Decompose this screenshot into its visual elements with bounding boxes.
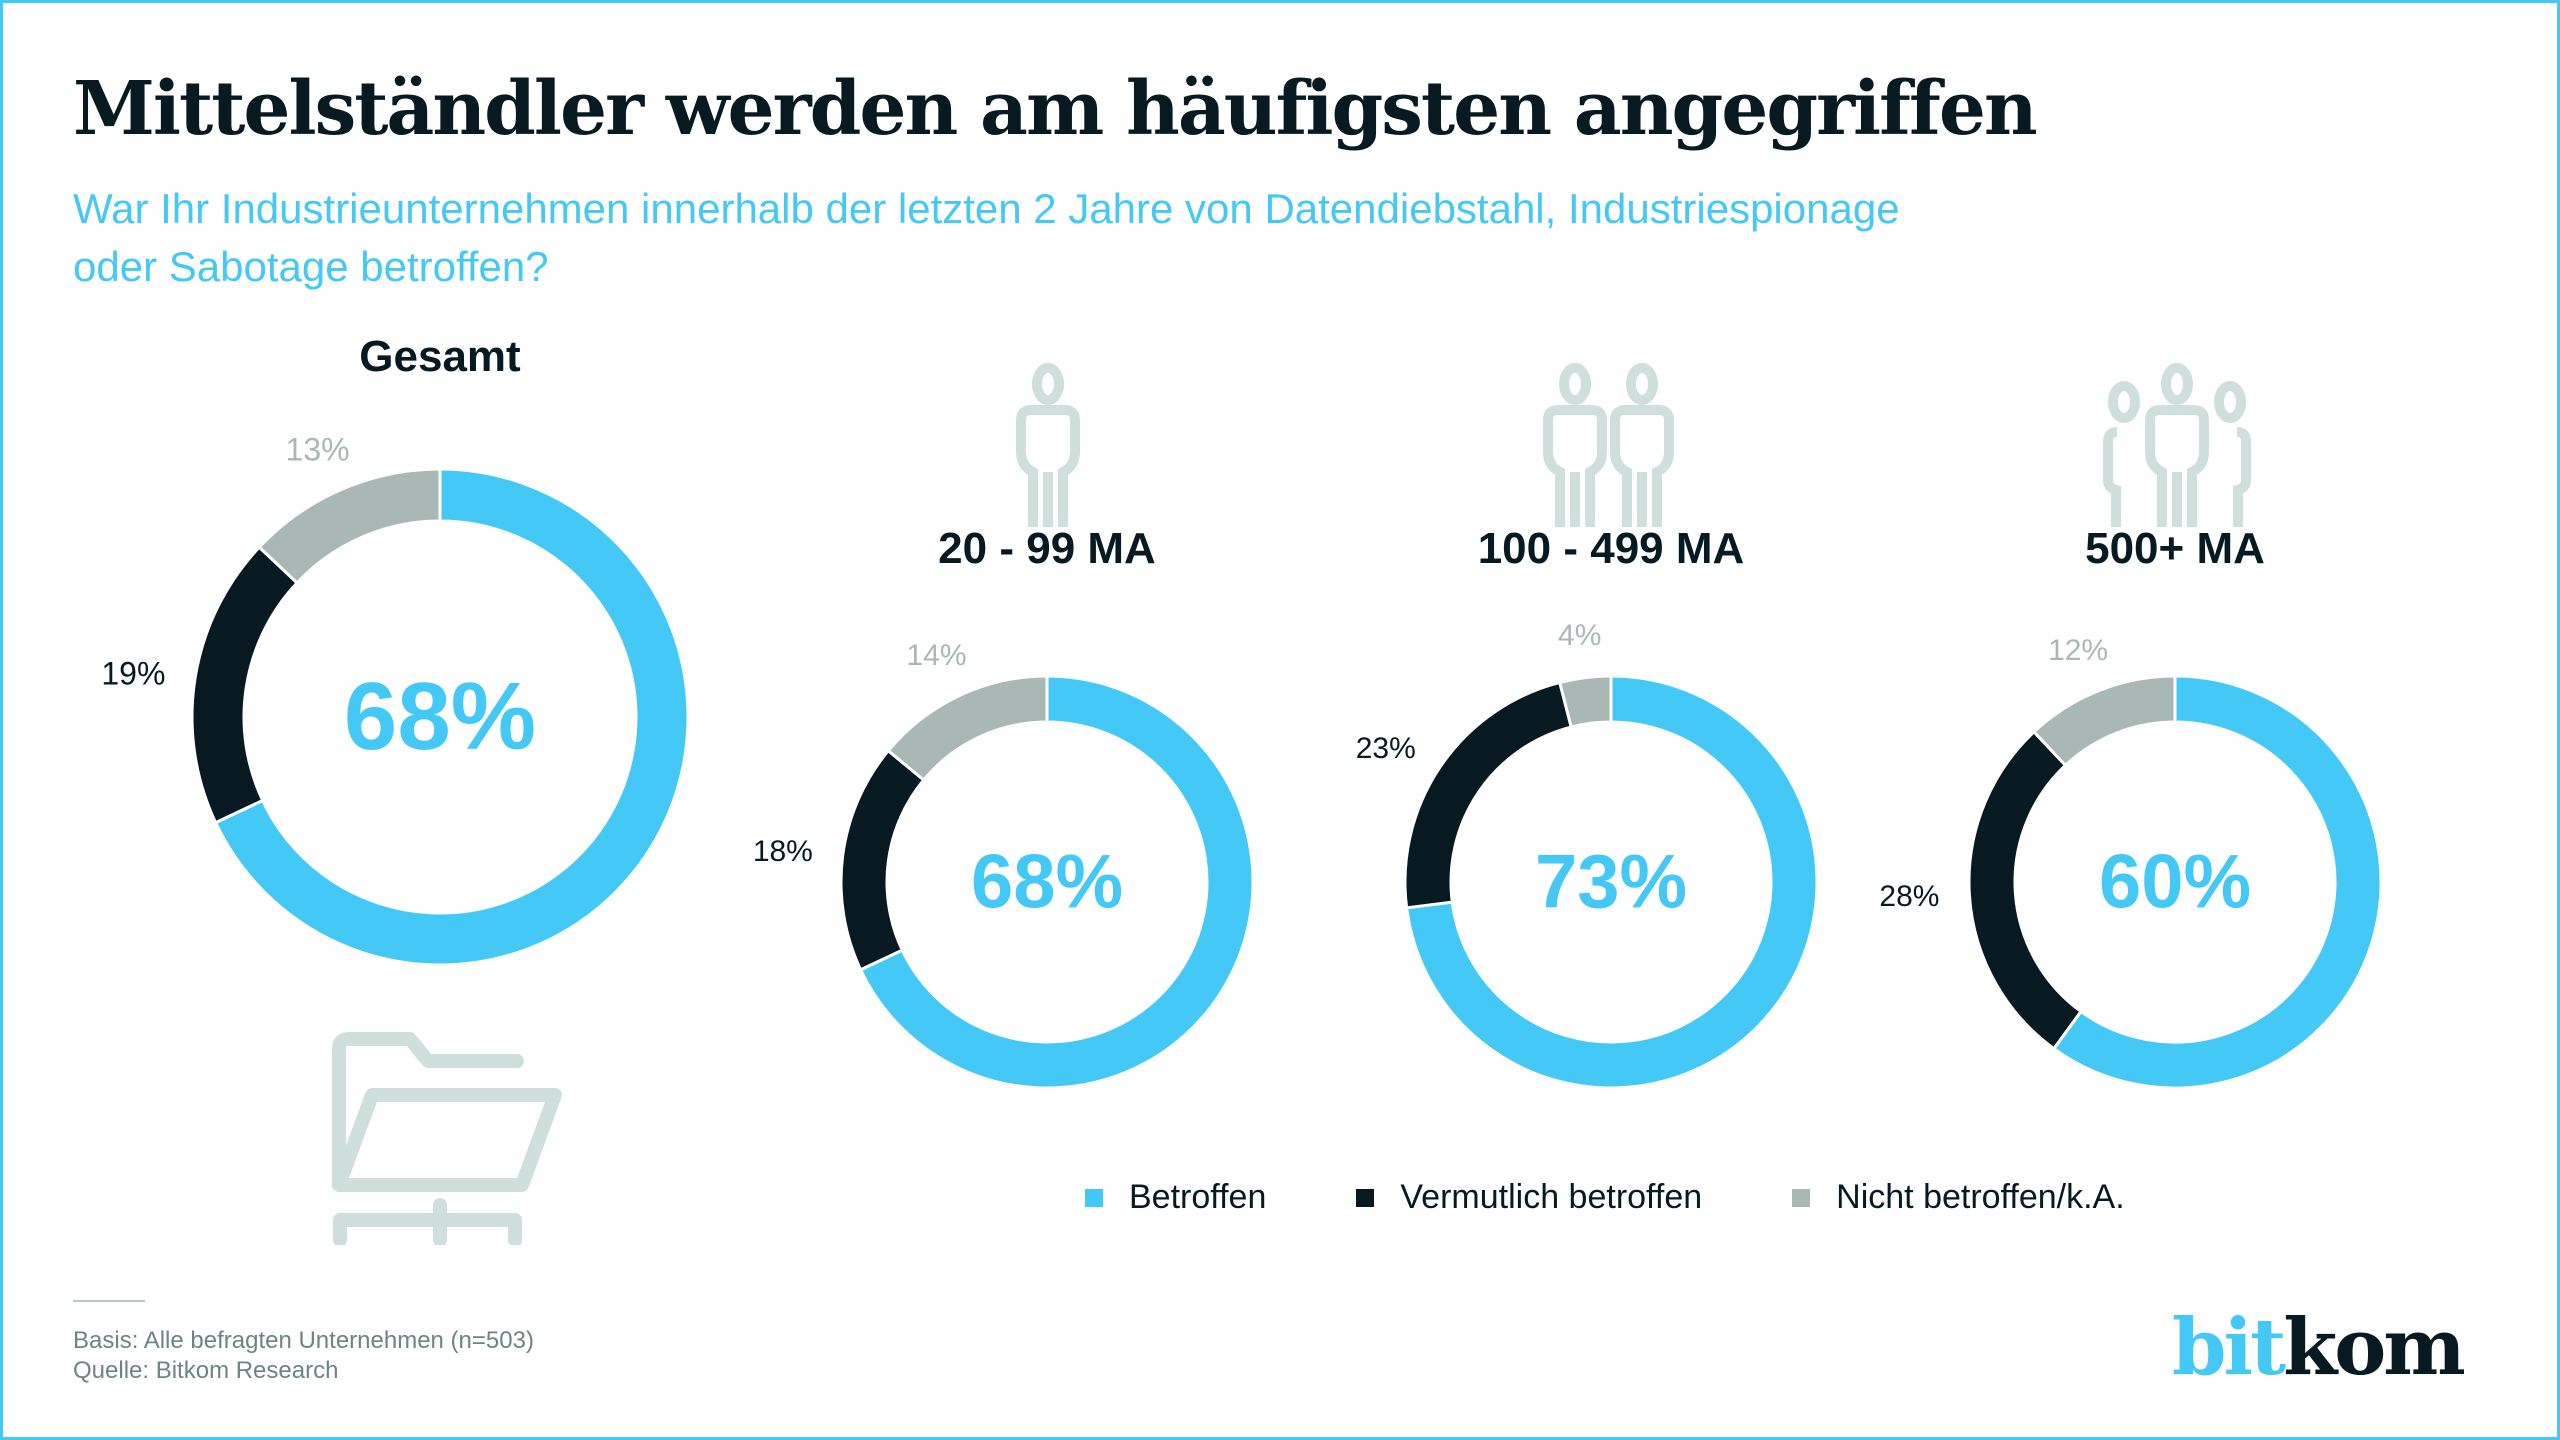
person-icon bbox=[1016, 363, 1080, 527]
two-persons-icon bbox=[1543, 363, 1674, 527]
subtitle-line-1: War Ihr Industrieunternehmen innerhalb d… bbox=[73, 185, 1900, 232]
donut-2-slice-betroffen bbox=[1404, 674, 1819, 1090]
donut-3-slice-vermutlich bbox=[1967, 729, 2084, 1051]
subtitle-line-2: oder Sabotage betroffen? bbox=[73, 243, 549, 290]
donut-1-center-value: 68% bbox=[970, 839, 1124, 925]
donut-1-label-nicht: 14% bbox=[906, 639, 967, 673]
footer-notes: Basis: Alle befragten Unternehmen (n=503… bbox=[73, 1326, 534, 1386]
chart-title: Mittelständler werden am häufigsten ange… bbox=[73, 66, 2038, 152]
donut-0-label-nicht: 13% bbox=[285, 431, 350, 468]
donut-3-slice-betroffen bbox=[2051, 674, 2383, 1090]
donut-2-label-nicht: 4% bbox=[1558, 618, 1602, 652]
legend-swatch-vermutlich bbox=[1356, 1188, 1375, 1207]
group-icon bbox=[2103, 363, 2251, 527]
footer-divider bbox=[73, 1300, 145, 1302]
logo-part-bit: bit bbox=[2172, 1302, 2286, 1393]
donut-3-slice-nicht bbox=[2031, 674, 2177, 768]
donut-0-title: Gesamt bbox=[359, 332, 521, 381]
legend-label: Vermutlich betroffen bbox=[1400, 1178, 1703, 1216]
legend: Betroffen Vermutlich betroffen Nicht bet… bbox=[1085, 1178, 2215, 1217]
donut-3-title: 500+ MA bbox=[2085, 524, 2265, 573]
donut-1-slice-betroffen bbox=[858, 674, 1255, 1090]
chart-subtitle: War Ihr Industrieunternehmen innerhalb d… bbox=[73, 180, 2273, 296]
legend-item-vermutlich: Vermutlich betroffen bbox=[1356, 1178, 1702, 1217]
donut-1-label-vermutlich: 18% bbox=[752, 835, 813, 869]
legend-item-nicht: Nicht betroffen/k.A. bbox=[1792, 1178, 2125, 1217]
donut-3-label-vermutlich: 28% bbox=[1879, 879, 1940, 913]
donut-0-slice-nicht bbox=[257, 467, 442, 585]
bitkom-logo: bitkom bbox=[2172, 1302, 2466, 1393]
folder-network-icon bbox=[332, 1032, 562, 1245]
donut-2-center-value: 73% bbox=[1534, 839, 1688, 925]
footer-basis: Basis: Alle befragten Unternehmen (n=503… bbox=[73, 1327, 534, 1354]
footer-source: Quelle: Bitkom Research bbox=[73, 1357, 339, 1384]
legend-swatch-nicht bbox=[1792, 1188, 1811, 1207]
legend-label: Nicht betroffen/k.A. bbox=[1836, 1178, 2125, 1216]
donut-0-center-value: 68% bbox=[343, 663, 537, 770]
donut-2-label-vermutlich: 23% bbox=[1355, 732, 1416, 766]
donut-2-slice-nicht bbox=[1557, 674, 1613, 729]
donut-1-slice-nicht bbox=[886, 674, 1049, 783]
donut-0-label-vermutlich: 19% bbox=[101, 655, 166, 691]
donut-3-label-nicht: 12% bbox=[2048, 633, 2109, 667]
legend-swatch-betroffen bbox=[1085, 1188, 1103, 1207]
donut-1-title: 20 - 99 MA bbox=[938, 524, 1156, 573]
donut-0-slice-betroffen bbox=[213, 467, 690, 967]
donut-2-title: 100 - 499 MA bbox=[1477, 524, 1745, 573]
legend-item-betroffen: Betroffen bbox=[1085, 1178, 1266, 1217]
donut-0-slice-vermutlich bbox=[190, 545, 300, 825]
donut-3-center-value: 60% bbox=[2098, 839, 2252, 925]
logo-part-kom: kom bbox=[2283, 1302, 2466, 1393]
legend-label: Betroffen bbox=[1129, 1178, 1267, 1216]
donut-1-slice-vermutlich bbox=[839, 748, 926, 972]
